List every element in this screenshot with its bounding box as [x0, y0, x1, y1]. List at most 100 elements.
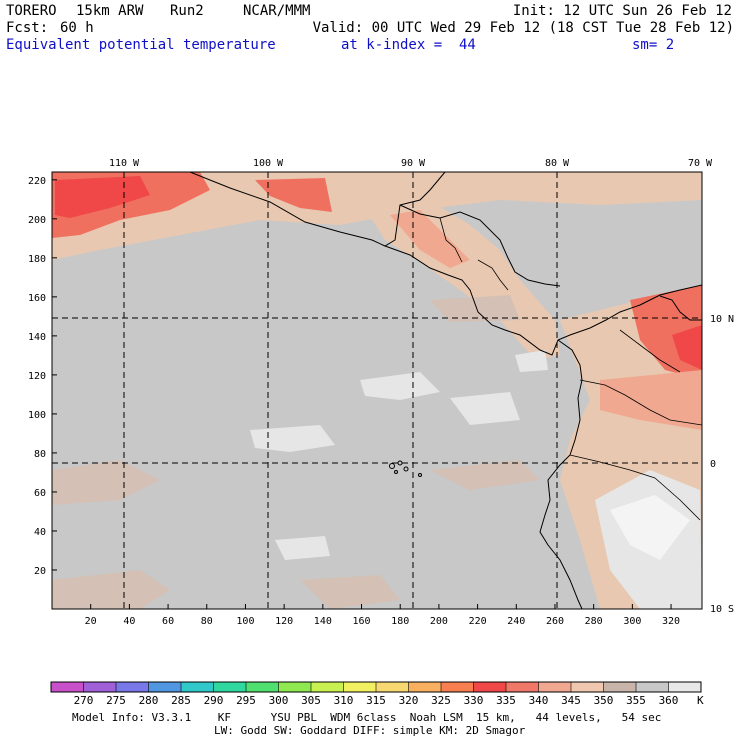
- colorbar-swatch: [668, 682, 702, 692]
- colorbar-label: 310: [334, 694, 354, 707]
- colorbar-label: 355: [626, 694, 646, 707]
- lat-label-equator: 0: [710, 459, 716, 470]
- x-tick-label: 120: [275, 616, 293, 627]
- colorbar-label: 345: [561, 694, 581, 707]
- border-ecuador: [569, 454, 656, 479]
- field-nw-core: [55, 176, 150, 218]
- colorbar-ticks: 270 275 280 285 290 295 300 305 310 315 320 325 330 3…: [74, 682, 679, 707]
- colorbar-label: 325: [431, 694, 451, 707]
- field-venezuela-core: [672, 325, 702, 370]
- smoothing-value: sm= 2: [632, 37, 675, 53]
- x-axis-ticks: 20 40 60 80 100 120 140 160 180 200 220 240 260 280 30…: [85, 604, 680, 627]
- field-ocean-cool-4: [275, 536, 330, 560]
- field-ocean-warm-4: [430, 460, 540, 490]
- colorbar-swatch: [538, 682, 572, 692]
- colorbar-swatch: [278, 682, 312, 692]
- x-tick-label: 140: [314, 616, 332, 627]
- colorbar-label: 305: [301, 694, 321, 707]
- colorbar-swatch: [603, 682, 637, 692]
- border-peru: [654, 477, 701, 521]
- colorbar-label: 320: [399, 694, 419, 707]
- colorbar-label: 330: [464, 694, 484, 707]
- map-frame: [51, 171, 703, 610]
- field-ocean-cool-1: [360, 372, 440, 400]
- colorbar-label: 280: [139, 694, 159, 707]
- x-tick-label: 60: [162, 616, 174, 627]
- coast-south-america-west: [539, 339, 583, 609]
- y-tick-label: 100: [28, 410, 46, 421]
- theta-e-field: [52, 172, 702, 609]
- colorbar-swatch: [51, 682, 84, 692]
- lon-label-100w: 100 W: [253, 158, 284, 169]
- colorbar-swatch: [181, 682, 214, 692]
- colorbar-swatch: [376, 682, 409, 692]
- coastlines: [189, 172, 702, 609]
- lon-label-70w: 70 W: [688, 158, 713, 169]
- colorbar-label: 335: [496, 694, 516, 707]
- forecast-hours: 60 h: [60, 20, 94, 36]
- lon-label-90w: 90 W: [401, 158, 426, 169]
- lon-label-110w: 110 W: [109, 158, 140, 169]
- field-ocean-warm-3: [300, 575, 400, 609]
- colorbar-swatch: [148, 682, 182, 692]
- colorbar-label: 350: [594, 694, 614, 707]
- x-tick-label: 300: [623, 616, 641, 627]
- colorbar-swatch: [441, 682, 474, 692]
- borders: [439, 217, 702, 521]
- colorbar-label: 300: [269, 694, 289, 707]
- colorbar-swatch: [116, 682, 149, 692]
- colorbar: [51, 682, 702, 692]
- init-time: Init: 12 UTC Sun 26 Feb 12: [512, 3, 732, 19]
- lat-label-10s: 10 S: [710, 604, 734, 615]
- field-ocean-cool-3: [450, 392, 520, 425]
- forecast-label: Fcst:: [6, 20, 49, 36]
- colorbar-swatch: [213, 682, 247, 692]
- y-tick-label: 200: [28, 215, 46, 226]
- x-tick-label: 240: [507, 616, 525, 627]
- model-info: Model Info: V3.3.1 KF YSU PBL WDM 6class…: [72, 711, 662, 724]
- field-ocean-cool-5: [515, 350, 548, 372]
- colorbar-swatch: [343, 682, 377, 692]
- border-colombia: [579, 379, 702, 426]
- x-tick-label: 260: [546, 616, 564, 627]
- x-tick-label: 280: [585, 616, 603, 627]
- field-andes-coolest: [610, 495, 690, 560]
- field-name: Equivalent potential temperature: [6, 37, 276, 53]
- coast-central-america: [384, 245, 702, 356]
- colorbar-swatch: [473, 682, 507, 692]
- colorbar-label: 270: [74, 694, 94, 707]
- colorbar-label: 295: [236, 694, 256, 707]
- y-tick-label: 40: [34, 527, 46, 538]
- field-ca-warm: [390, 210, 470, 268]
- border-2: [477, 259, 509, 291]
- y-tick-label: 120: [28, 371, 46, 382]
- level-index: at k-index = 44: [341, 37, 476, 53]
- x-tick-label: 200: [430, 616, 448, 627]
- colorbar-label: 360: [659, 694, 679, 707]
- y-tick-label: 20: [34, 566, 46, 577]
- field-mexico-hot: [255, 178, 332, 212]
- y-tick-label: 180: [28, 254, 46, 265]
- y-tick-label: 60: [34, 488, 46, 499]
- colorbar-label: 340: [529, 694, 549, 707]
- field-ocean-warm-2: [52, 570, 170, 609]
- x-tick-label: 160: [352, 616, 370, 627]
- model-name: TORERO: [6, 3, 57, 19]
- colorbar-label: 275: [106, 694, 126, 707]
- colorbar-swatch: [636, 682, 669, 692]
- field-ocean-cool-2: [250, 425, 335, 452]
- lon-label-80w: 80 W: [545, 158, 570, 169]
- colorbar-label: 285: [171, 694, 191, 707]
- lat-label-10n: 10 N: [710, 314, 734, 325]
- valid-time: Valid: 00 UTC Wed 29 Feb 12 (18 CST Tue …: [312, 20, 734, 36]
- y-axis-ticks: 20 40 60 80 100 120 140 160 180 200 220: [28, 176, 57, 577]
- x-tick-label: 80: [201, 616, 213, 627]
- colorbar-swatch: [311, 682, 344, 692]
- x-tick-label: 100: [236, 616, 254, 627]
- x-tick-label: 220: [469, 616, 487, 627]
- colorbar-swatch: [408, 682, 442, 692]
- colorbar-label: 315: [366, 694, 386, 707]
- colorbar-label: 290: [204, 694, 224, 707]
- y-tick-label: 80: [34, 449, 46, 460]
